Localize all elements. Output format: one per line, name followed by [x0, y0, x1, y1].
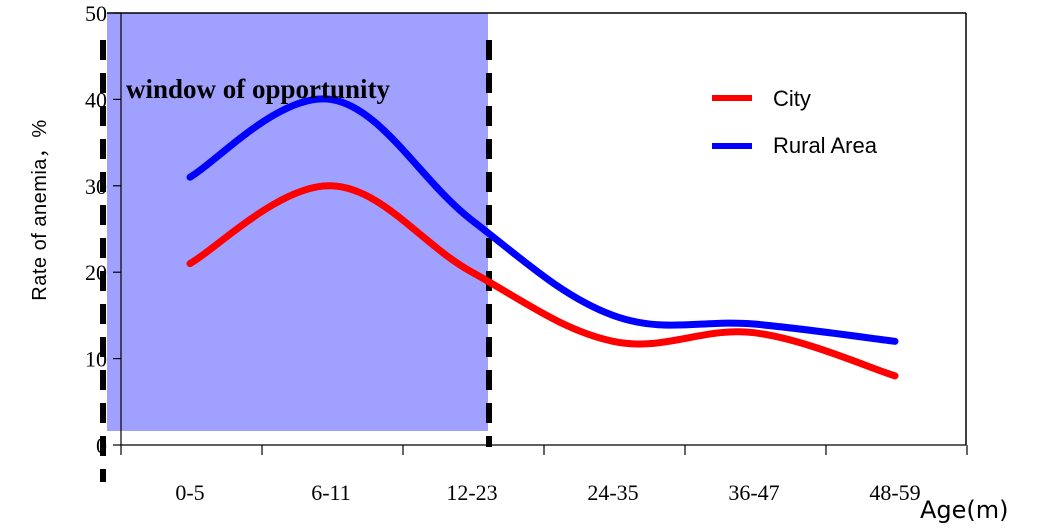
x-tick-label: 6-11: [311, 480, 351, 505]
series-line-city: [186, 182, 899, 380]
y-axis-title: Rate of anemia，%: [29, 119, 51, 300]
legend-label-rural: Rural Area: [773, 133, 878, 158]
x-tick-label: 24-35: [587, 480, 638, 505]
y-tick-label: 30: [85, 174, 107, 199]
series-line-rural-area: [186, 95, 899, 345]
x-tick-label: 12-23: [446, 480, 497, 505]
x-tick-label: 48-59: [869, 480, 920, 505]
legend: City Rural Area: [712, 86, 878, 158]
x-axis-title: Age(m): [920, 496, 1009, 524]
y-tick-label: 10: [85, 347, 107, 372]
window-annotation: window of opportunity: [126, 74, 391, 104]
y-tick-label: 20: [85, 260, 107, 285]
legend-label-city: City: [773, 86, 811, 111]
y-tick-label: 40: [85, 87, 107, 112]
x-tick-label: 36-47: [728, 480, 779, 505]
y-tick-label: 0: [96, 433, 107, 458]
window-shade: [107, 13, 488, 431]
x-tick-label: 0-5: [175, 480, 204, 505]
y-tick-label: 50: [85, 1, 107, 26]
